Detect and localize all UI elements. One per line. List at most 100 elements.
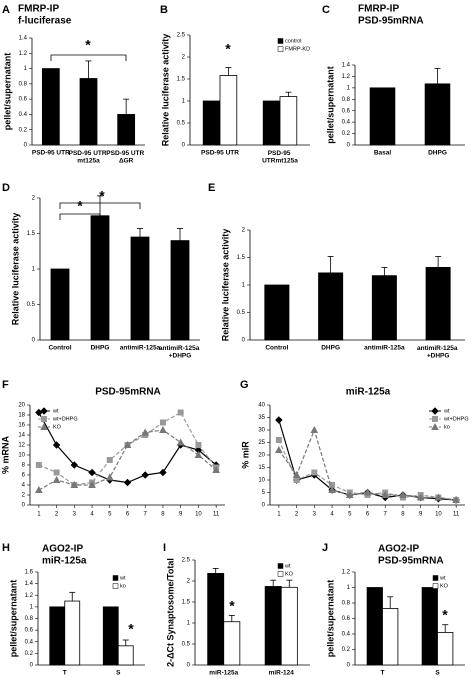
y-tick-label: 0 bbox=[24, 143, 28, 149]
bar bbox=[49, 606, 66, 666]
bar bbox=[318, 272, 344, 341]
y-tick-label: 0.4 bbox=[342, 632, 351, 638]
panel-label: E bbox=[208, 182, 215, 194]
legend-label: wt bbox=[439, 575, 446, 581]
x-tick-label: antimiR-125a bbox=[364, 345, 405, 352]
x-tick-label: 9 bbox=[179, 512, 183, 518]
y-tick-label: 0.5 bbox=[182, 642, 191, 648]
bar bbox=[382, 608, 399, 666]
x-tick-label: Control bbox=[265, 345, 288, 352]
bar bbox=[79, 78, 98, 146]
marker bbox=[105, 473, 114, 481]
marker bbox=[52, 475, 61, 483]
bar bbox=[207, 573, 225, 666]
bar bbox=[371, 275, 397, 341]
y-tick-label: 1 bbox=[182, 99, 186, 105]
marker bbox=[141, 471, 149, 479]
marker bbox=[311, 469, 318, 476]
legend-marker bbox=[431, 407, 439, 415]
x-tick-label: antimiR-125a bbox=[120, 345, 161, 352]
significance-bracket bbox=[59, 202, 141, 209]
y-axis-label: Relative luciferase activity bbox=[220, 229, 230, 342]
y-axis-label: 2-ΔCt Synaptosome/Total bbox=[165, 558, 175, 667]
y-tick-label: 14 bbox=[18, 433, 25, 439]
marker bbox=[275, 445, 283, 453]
y-tick-label: 2 bbox=[242, 228, 246, 234]
x-tick-label: 11 bbox=[213, 512, 220, 518]
y-tick-label: 0.6 bbox=[342, 616, 351, 622]
chart-title: FMRP-IP bbox=[358, 4, 399, 15]
bar bbox=[279, 96, 298, 146]
y-axis-label: % mRNA bbox=[0, 436, 10, 475]
x-tick-label: Control bbox=[48, 345, 71, 352]
y-tick-label: 0.6 bbox=[25, 628, 34, 634]
marker bbox=[123, 440, 132, 448]
y-tick-label: 1.2 bbox=[342, 570, 351, 576]
y-tick-label: 1.2 bbox=[25, 593, 34, 599]
legend-swatch bbox=[432, 575, 439, 581]
y-tick-label: 0.4 bbox=[25, 639, 34, 645]
legend-swatch bbox=[277, 563, 284, 569]
bar bbox=[280, 586, 298, 666]
y-axis-label: pellet/supernatant bbox=[325, 580, 335, 658]
marker bbox=[328, 485, 336, 493]
panel-label: G bbox=[240, 379, 249, 391]
line bbox=[38, 411, 217, 486]
y-axis-label: Relative luciferase activity bbox=[160, 34, 170, 147]
x-tick-label: T bbox=[63, 670, 67, 677]
x-tick-label: Basal bbox=[374, 150, 392, 157]
y-tick-label: 1 bbox=[32, 267, 36, 273]
bar bbox=[64, 600, 81, 666]
legend-label: wt+DHPG bbox=[443, 416, 469, 422]
x-tick-label: miR-125a bbox=[209, 670, 238, 677]
y-tick-label: 0.8 bbox=[25, 616, 34, 622]
x-tick-label: DHPG bbox=[91, 345, 110, 352]
y-tick-label: 2.5 bbox=[177, 33, 186, 39]
marker bbox=[293, 477, 300, 483]
bar bbox=[170, 240, 190, 341]
y-tick-label: 1 bbox=[242, 283, 246, 289]
x-tick-label: 3 bbox=[73, 512, 77, 518]
y-tick-label: 1.6 bbox=[25, 570, 34, 576]
y-tick-label: 1.5 bbox=[182, 600, 191, 606]
x-tick-label: S bbox=[116, 670, 121, 677]
legend-label: KO bbox=[285, 571, 294, 577]
panel-label: C bbox=[322, 4, 330, 16]
y-axis-label: pellet/supernatant bbox=[8, 580, 18, 658]
x-tick-label: 7 bbox=[144, 512, 148, 518]
x-tick-label: PSD-95 UTR ΔGR bbox=[106, 150, 146, 165]
legend-label: wt+DHPG bbox=[52, 416, 78, 422]
bar bbox=[264, 284, 290, 341]
y-tick-label: 15 bbox=[258, 465, 265, 471]
y-tick-label: 2 bbox=[182, 55, 186, 61]
y-tick-label: 0 bbox=[347, 663, 351, 669]
bar bbox=[437, 632, 454, 666]
y-axis-label: pellet/supernatant bbox=[2, 53, 12, 131]
significance-bracket bbox=[50, 54, 127, 61]
marker bbox=[106, 457, 113, 463]
y-tick-label: 35 bbox=[258, 415, 265, 421]
x-tick-label: 7 bbox=[384, 512, 388, 518]
y-tick-label: 0 bbox=[242, 338, 246, 344]
bar bbox=[421, 587, 438, 666]
y-tick-label: 2 bbox=[22, 493, 26, 499]
marker bbox=[310, 425, 319, 433]
marker bbox=[275, 437, 282, 443]
x-tick-label: DHPG bbox=[321, 345, 340, 352]
y-tick-label: 1 bbox=[187, 621, 191, 627]
y-tick-label: 0.2 bbox=[342, 647, 351, 653]
legend-swatch bbox=[277, 38, 284, 44]
panel-label: J bbox=[322, 542, 328, 554]
marker bbox=[70, 461, 79, 469]
y-tick-label: 0.4 bbox=[19, 112, 28, 118]
marker bbox=[159, 425, 167, 433]
y-tick-label: 18 bbox=[18, 413, 25, 419]
x-tick-label: PSD-95 UTRmt125a bbox=[262, 150, 298, 165]
x-tick-label: 10 bbox=[195, 512, 202, 518]
x-tick-label: 8 bbox=[401, 512, 405, 518]
y-tick-label: 2 bbox=[187, 579, 191, 585]
bar bbox=[366, 587, 383, 666]
x-tick-label: antimiR-125a +DHPG bbox=[159, 345, 201, 360]
legend-label: wt bbox=[52, 408, 59, 414]
y-tick-label: 30 bbox=[258, 428, 265, 434]
